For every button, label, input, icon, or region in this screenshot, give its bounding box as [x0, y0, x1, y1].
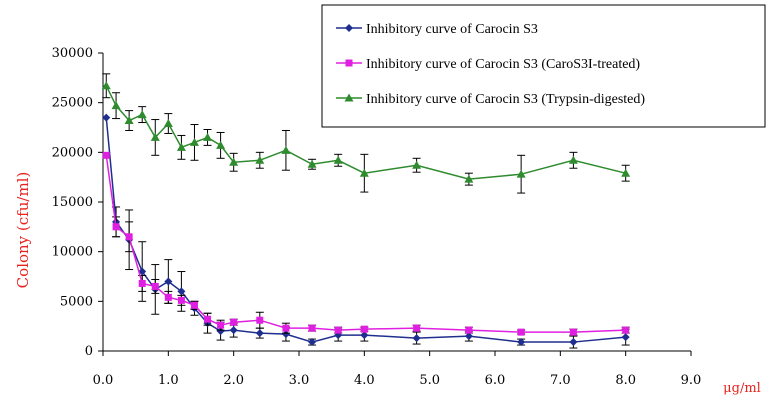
- data-point: [229, 157, 239, 166]
- y-tick-label: 5000: [60, 294, 93, 309]
- data-point: [621, 333, 630, 342]
- data-point: [124, 116, 134, 125]
- y-tick-label: 20000: [52, 145, 93, 160]
- legend-label: Inhibitory curve of Carocin S3: [366, 22, 538, 37]
- data-point: [102, 151, 110, 159]
- legend-entry: Inhibitory curve of Carocin S3: [336, 22, 538, 37]
- x-tick-label: 3.0: [289, 373, 310, 388]
- x-tick-label: 2.0: [223, 373, 244, 388]
- data-point: [334, 326, 342, 334]
- data-point: [255, 329, 264, 338]
- data-point: [465, 326, 473, 334]
- x-tick-label: 4.0: [354, 373, 375, 388]
- data-point: [569, 328, 577, 336]
- legend-marker: [345, 59, 353, 67]
- data-point: [138, 279, 146, 287]
- data-point: [137, 110, 147, 119]
- x-tick-label: 6.0: [485, 373, 506, 388]
- x-tick-label: 5.0: [419, 373, 440, 388]
- data-point: [189, 137, 199, 146]
- data-point: [516, 169, 526, 178]
- data-point: [164, 293, 172, 301]
- data-point: [101, 81, 111, 90]
- series-2: [102, 151, 630, 336]
- data-point: [359, 168, 369, 177]
- data-point: [308, 338, 317, 347]
- data-point: [307, 159, 317, 168]
- y-ticks: 0 5000 10000 15000 20000 25000 30000: [52, 46, 103, 359]
- legend-label: Inhibitory curve of Carocin S3 (Trypsin-…: [366, 92, 645, 107]
- y-axis-title: Colony (cfu/ml): [14, 172, 32, 289]
- data-point: [308, 324, 316, 332]
- data-point: [151, 282, 159, 290]
- data-point: [464, 174, 474, 183]
- legend-label: Inhibitory curve of Carocin S3 (CaroS3I-…: [366, 57, 640, 72]
- y-tick-label: 30000: [52, 46, 93, 61]
- legend-box: [321, 4, 766, 128]
- data-point: [229, 326, 238, 335]
- data-point: [621, 168, 631, 177]
- y-tick-label: 15000: [52, 195, 93, 210]
- data-point: [112, 223, 120, 231]
- data-point: [203, 132, 213, 141]
- data-point: [281, 330, 290, 339]
- data-point: [360, 331, 369, 340]
- data-point: [568, 155, 578, 164]
- data-point: [360, 325, 368, 333]
- data-point: [464, 332, 473, 341]
- x-ticks: 0.0 1.0 2.0 3.0 4.0 5.0 6.0 7.0 8.0 9.0: [93, 351, 702, 388]
- x-tick-label: 0.0: [93, 373, 114, 388]
- data-point: [517, 338, 526, 347]
- data-point: [216, 140, 226, 149]
- data-point: [281, 145, 291, 154]
- data-point: [204, 315, 212, 323]
- x-axis-title: μg/ml: [723, 381, 761, 396]
- data-point: [217, 321, 225, 329]
- data-point: [177, 287, 186, 296]
- legend-entry: Inhibitory curve of Carocin S3 (CaroS3I-…: [336, 57, 640, 72]
- data-point: [412, 334, 421, 343]
- series-line: [105, 117, 626, 343]
- data-point: [125, 233, 133, 241]
- data-point: [102, 113, 111, 122]
- data-point: [517, 328, 525, 336]
- data-point: [282, 324, 290, 332]
- y-tick-label: 0: [85, 344, 93, 359]
- data-point: [622, 326, 630, 334]
- series-3: [101, 73, 631, 194]
- legend-entry: Inhibitory curve of Carocin S3 (Trypsin-…: [336, 92, 645, 107]
- data-point: [176, 142, 186, 151]
- data-point: [216, 327, 225, 336]
- data-point: [256, 316, 264, 324]
- x-tick-label: 7.0: [550, 373, 571, 388]
- x-tick-label: 8.0: [615, 373, 636, 388]
- data-point: [164, 277, 173, 286]
- series-group: [101, 73, 631, 349]
- data-point: [150, 132, 160, 141]
- data-point: [177, 296, 185, 304]
- x-tick-label: 9.0: [681, 373, 702, 388]
- data-point: [255, 155, 265, 164]
- data-point: [412, 160, 422, 169]
- legend-marker: [345, 24, 353, 32]
- data-point: [111, 101, 121, 110]
- data-point: [230, 318, 238, 326]
- y-tick-label: 10000: [52, 245, 93, 260]
- legend: Inhibitory curve of Carocin S3 Inhibitory…: [321, 4, 766, 128]
- data-point: [190, 301, 198, 309]
- x-tick-label: 1.0: [158, 373, 179, 388]
- data-point: [413, 324, 421, 332]
- data-point: [333, 155, 343, 164]
- y-tick-label: 25000: [52, 96, 93, 111]
- data-point: [569, 338, 578, 347]
- legend-marker: [344, 93, 354, 102]
- data-point: [163, 119, 173, 128]
